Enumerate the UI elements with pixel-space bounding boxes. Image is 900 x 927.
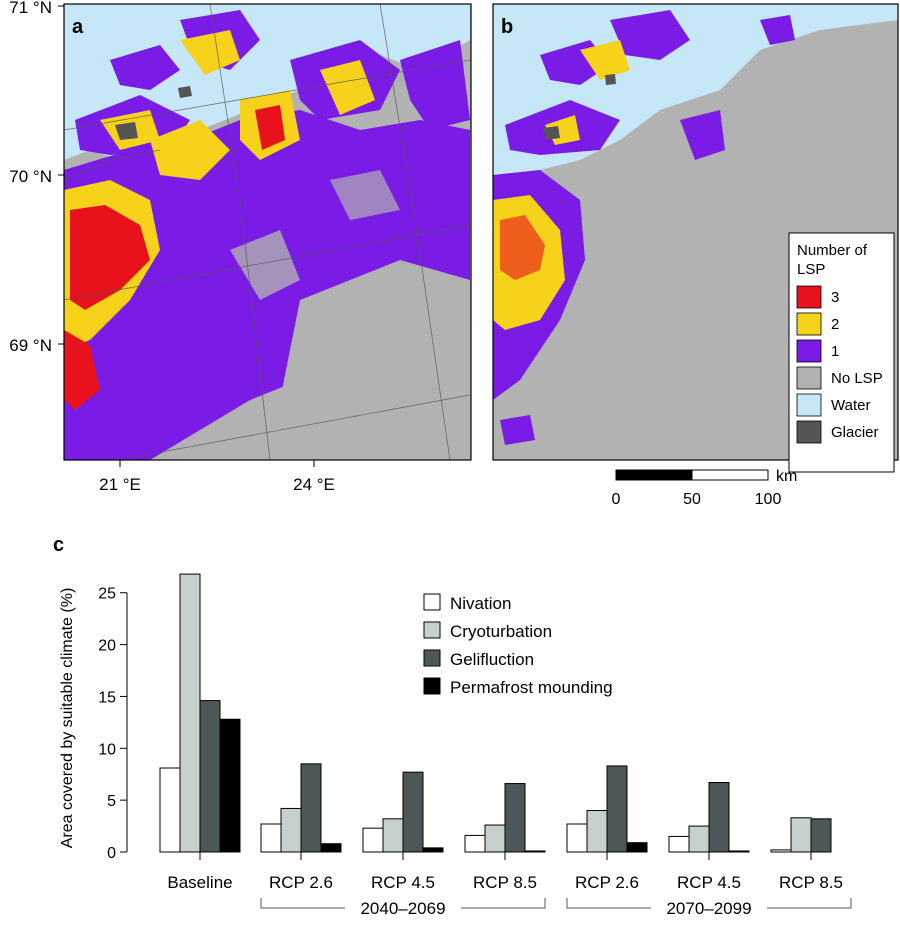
period-brackets: 2040–2069 2070–2099 — [260, 898, 852, 918]
map-panel-b: b Number of LSP 3 2 1 No LSP Water Glacier km… — [492, 3, 899, 508]
bar-gelifluction-0 — [199, 700, 221, 853]
bar-cryoturbation-4 — [586, 810, 608, 853]
period-bracket-right-0 — [461, 898, 546, 909]
bar-nivation-4 — [566, 823, 588, 853]
period-bracket-left-1 — [566, 898, 651, 909]
x-tick-label-5: RCP 4.5 — [677, 873, 741, 892]
y-axis-label: Area covered by suitable climate (%) — [59, 588, 76, 849]
bar-nivation-0 — [159, 767, 181, 853]
bar-gelifluction-2 — [402, 771, 424, 853]
panel-label-b: b — [501, 16, 513, 38]
y-tick-label-2: 10 — [98, 741, 116, 758]
chart-legend-label-3: Permafrost mounding — [450, 678, 613, 697]
bar-permafrost-mounding-2 — [422, 847, 444, 853]
legend-label-3: No LSP — [831, 370, 883, 387]
lon-label-21: 21 °E — [99, 475, 141, 494]
bar-gelifluction-4 — [606, 765, 628, 853]
legend-swatch-2 — [796, 339, 822, 363]
y-tick-label-3: 15 — [98, 689, 116, 706]
lat-label-69: 69 °N — [9, 336, 52, 355]
x-tick-label-0: Baseline — [167, 873, 232, 892]
x-tick-label-6: RCP 8.5 — [779, 873, 843, 892]
bar-nivation-5 — [668, 835, 690, 853]
scale-tick-50: 50 — [683, 491, 701, 508]
period-bracket-left-0 — [260, 898, 345, 909]
chart-legend-label-0: Nivation — [450, 594, 511, 613]
bar-chart-panel-c: c Area covered by suitable climate (%) 0… — [53, 534, 852, 918]
x-tick-label-1: RCP 2.6 — [269, 873, 333, 892]
legend-swatch-4 — [796, 393, 822, 417]
period-label-0: 2040–2069 — [360, 899, 445, 918]
scale-tick-100: 100 — [755, 491, 782, 508]
chart-legend-label-1: Cryoturbation — [450, 622, 552, 641]
scale-tick-0: 0 — [612, 491, 621, 508]
y-tick-label-1: 5 — [107, 793, 116, 810]
lsp-legend: Number of LSP 3 2 1 No LSP Water Glacier — [788, 232, 895, 473]
legend-swatch-1 — [796, 312, 822, 336]
period-bracket-right-1 — [767, 898, 852, 909]
y-axis: 0 5 10 15 20 25 — [98, 586, 128, 862]
legend-label-0: 3 — [831, 289, 839, 306]
panel-label-a: a — [72, 16, 84, 38]
legend-label-5: Glacier — [831, 424, 879, 441]
chart-legend-swatch-1 — [423, 621, 441, 639]
bar-gelifluction-5 — [708, 782, 730, 853]
y-tick-label-0: 0 — [107, 845, 116, 862]
bar-cryoturbation-0 — [179, 573, 201, 853]
map-a-terrain — [64, 4, 471, 460]
chart-legend-label-2: Gelifluction — [450, 650, 534, 669]
legend-label-1: 2 — [831, 316, 839, 333]
panel-label-c: c — [53, 534, 64, 556]
chart-legend-swatch-3 — [423, 677, 441, 695]
y-tick-label-4: 20 — [98, 638, 116, 655]
bar-permafrost-mounding-3 — [524, 850, 546, 853]
bars — [159, 573, 832, 853]
bar-nivation-1 — [260, 823, 282, 853]
map-b-terrain — [493, 4, 898, 445]
x-tick-label-4: RCP 2.6 — [575, 873, 639, 892]
lat-label-71: 71 °N — [9, 0, 52, 17]
legend-title-line2: LSP — [797, 261, 825, 278]
legend-label-4: Water — [831, 397, 870, 414]
bar-cryoturbation-3 — [484, 824, 506, 853]
map-panel-a: a 71 °N 70 °N 69 °N 21 °E 24 °E — [9, 0, 472, 494]
legend-swatch-5 — [796, 420, 822, 444]
chart-legend-swatch-2 — [423, 649, 441, 667]
bar-cryoturbation-5 — [688, 825, 710, 853]
chart-legend: Nivation Cryoturbation Gelifluction Permafr… — [423, 593, 613, 697]
bar-cryoturbation-2 — [382, 818, 404, 853]
legend-label-2: 1 — [831, 343, 839, 360]
period-label-1: 2070–2099 — [666, 899, 751, 918]
bar-cryoturbation-1 — [280, 807, 302, 853]
legend-swatch-3 — [796, 366, 822, 390]
bar-nivation-2 — [362, 827, 384, 853]
legend-title-line1: Number of — [797, 242, 868, 259]
bar-permafrost-mounding-1 — [320, 843, 342, 853]
bar-permafrost-mounding-4 — [626, 842, 648, 853]
bar-gelifluction-3 — [504, 783, 526, 853]
y-tick-label-5: 25 — [98, 586, 116, 603]
bar-gelifluction-6 — [810, 818, 832, 853]
bar-permafrost-mounding-0 — [219, 718, 241, 853]
chart-legend-swatch-0 — [423, 593, 441, 611]
legend-swatch-0 — [796, 285, 822, 309]
bar-permafrost-mounding-5 — [728, 850, 750, 853]
bar-cryoturbation-6 — [790, 817, 812, 853]
x-tick-label-2: RCP 4.5 — [371, 873, 435, 892]
lon-label-24: 24 °E — [293, 475, 335, 494]
scale-unit: km — [776, 468, 797, 485]
bar-nivation-6 — [770, 849, 792, 853]
scale-bar: km 0 50 100 — [612, 468, 798, 508]
x-axis: Baseline RCP 2.6 RCP 4.5 RCP 8.5 RCP 2.6 RCP … — [167, 852, 843, 892]
bar-nivation-3 — [464, 834, 486, 853]
x-tick-label-3: RCP 8.5 — [473, 873, 537, 892]
lat-label-70: 70 °N — [9, 167, 52, 186]
bar-gelifluction-1 — [300, 763, 322, 853]
